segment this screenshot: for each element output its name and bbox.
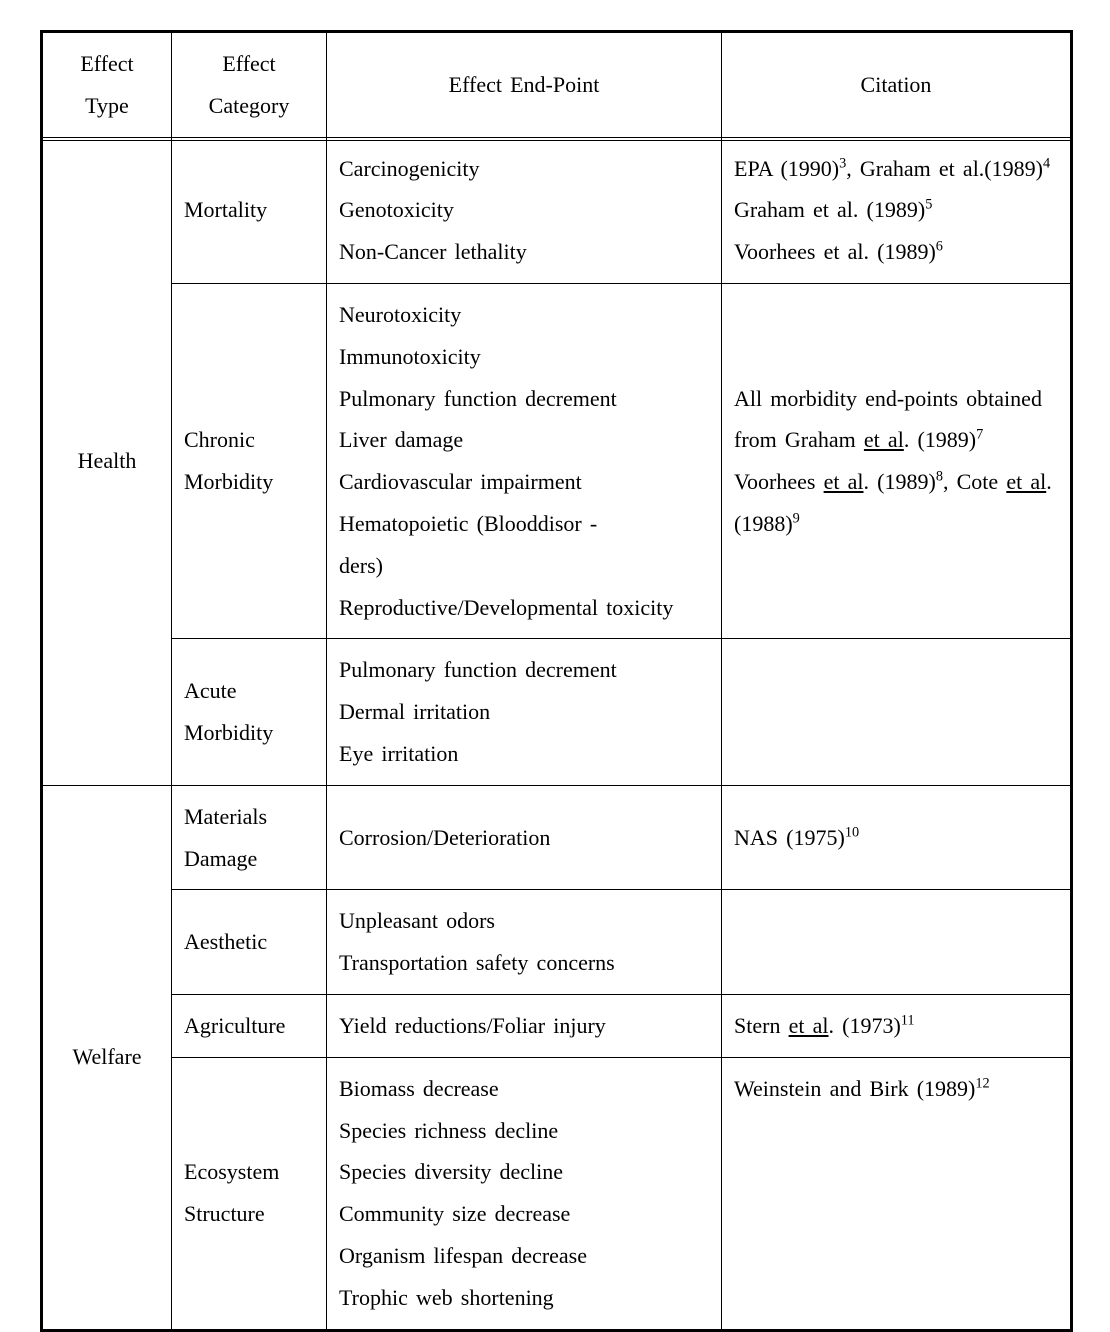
effects-table: Effect Type Effect Category Effect End-P…	[40, 30, 1073, 1332]
effect-category-cell: Acute Morbidity	[172, 639, 327, 785]
effect-endpoint-cell: NeurotoxicityImmunotoxicityPulmonary fun…	[327, 283, 722, 638]
citation-cell: Stern et al. (1973)11	[722, 994, 1072, 1057]
citation-cell: Weinstein and Birk (1989)12	[722, 1057, 1072, 1330]
table-row: Chronic MorbidityNeurotoxicityImmunotoxi…	[42, 283, 1072, 638]
citation-cell: EPA (1990)3, Graham et al.(1989)4Graham …	[722, 137, 1072, 283]
effect-endpoint-cell: Biomass decreaseSpecies richness decline…	[327, 1057, 722, 1330]
citation-cell: NAS (1975)10	[722, 785, 1072, 890]
effect-endpoint-cell: Corrosion/Deterioration	[327, 785, 722, 890]
effect-type-cell: Welfare	[42, 785, 172, 1330]
effect-category-cell: Mortality	[172, 137, 327, 283]
effect-category-cell: Agriculture	[172, 994, 327, 1057]
citation-cell	[722, 639, 1072, 785]
table-row: Ecosystem StructureBiomass decreaseSpeci…	[42, 1057, 1072, 1330]
table-row: Acute MorbidityPulmonary function decrem…	[42, 639, 1072, 785]
effect-category-cell: Chronic Morbidity	[172, 283, 327, 638]
citation-cell: All morbidity end-points obtained from G…	[722, 283, 1072, 638]
header-effect-endpoint: Effect End-Point	[327, 32, 722, 138]
table-row: AestheticUnpleasant odorsTransportation …	[42, 890, 1072, 995]
header-effect-type: Effect Type	[42, 32, 172, 138]
effect-category-cell: Aesthetic	[172, 890, 327, 995]
table-row: WelfareMaterials DamageCorrosion/Deterio…	[42, 785, 1072, 890]
header-citation: Citation	[722, 32, 1072, 138]
effect-endpoint-cell: Yield reductions/Foliar injury	[327, 994, 722, 1057]
table-row: AgricultureYield reductions/Foliar injur…	[42, 994, 1072, 1057]
effect-endpoint-cell: Pulmonary function decrementDermal irrit…	[327, 639, 722, 785]
table-header-row: Effect Type Effect Category Effect End-P…	[42, 32, 1072, 138]
effects-table-body: HealthMortalityCarcinogenicityGenotoxici…	[42, 137, 1072, 1330]
effect-type-cell: Health	[42, 137, 172, 785]
effect-endpoint-cell: CarcinogenicityGenotoxicityNon-Cancer le…	[327, 137, 722, 283]
effect-category-cell: Ecosystem Structure	[172, 1057, 327, 1330]
citation-cell	[722, 890, 1072, 995]
table-row: HealthMortalityCarcinogenicityGenotoxici…	[42, 137, 1072, 283]
effect-category-cell: Materials Damage	[172, 785, 327, 890]
header-effect-category: Effect Category	[172, 32, 327, 138]
effect-endpoint-cell: Unpleasant odorsTransportation safety co…	[327, 890, 722, 995]
